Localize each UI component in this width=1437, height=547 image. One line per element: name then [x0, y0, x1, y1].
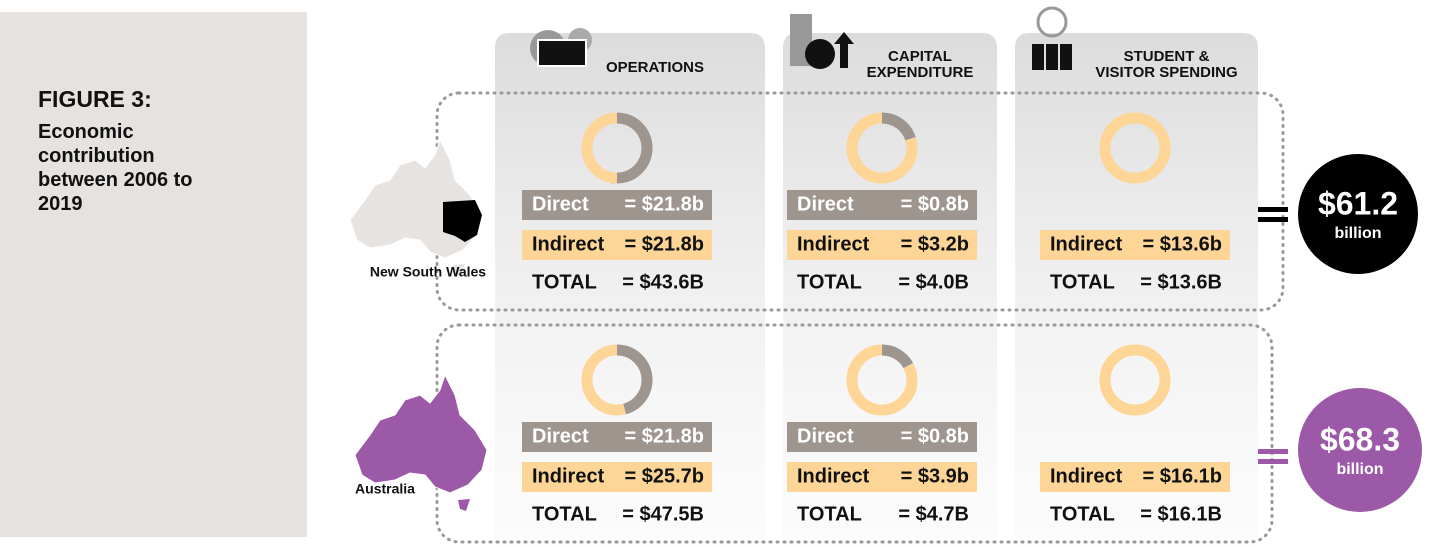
total-value: = $13.6B — [1140, 271, 1222, 293]
direct-box — [522, 422, 712, 452]
row-label: Direct — [532, 425, 589, 447]
column-title: EXPENDITURE — [867, 64, 974, 81]
total-value: = $4.7B — [898, 503, 969, 525]
donut-segment — [1099, 112, 1171, 184]
icon-person — [1046, 44, 1058, 70]
region-name: New South Wales — [370, 264, 486, 280]
equals-bar — [1258, 449, 1288, 454]
figure-label: FIGURE 3: — [38, 86, 152, 112]
donut-segment — [1099, 344, 1171, 416]
indirect-box — [1040, 230, 1230, 260]
row-value: = $25.7b — [624, 465, 704, 487]
column-title: OPERATIONS — [606, 59, 704, 76]
donut-segment — [581, 344, 653, 416]
row-value: = $3.2b — [901, 233, 969, 255]
row-label: Direct — [797, 425, 854, 447]
equals-bar — [1258, 459, 1288, 464]
map — [354, 373, 488, 511]
total-value: = $43.6B — [622, 271, 704, 293]
column-title: CAPITAL — [888, 48, 952, 65]
direct-box — [522, 190, 712, 220]
row-label: Indirect — [1050, 233, 1123, 255]
grand-total: $61.2 — [1318, 185, 1398, 221]
row-label: Indirect — [532, 233, 605, 255]
total-label: TOTAL — [797, 503, 862, 525]
grand-total: $68.3 — [1320, 421, 1400, 457]
row-value: = $21.8b — [624, 425, 704, 447]
row-label: Indirect — [797, 233, 870, 255]
icon-money — [537, 39, 587, 67]
total-label: TOTAL — [532, 503, 597, 525]
indirect-box — [522, 462, 712, 492]
row-value: = $21.8b — [624, 233, 704, 255]
total-label: TOTAL — [1050, 503, 1115, 525]
total-circle — [1298, 388, 1422, 512]
total-value: = $47.5B — [622, 503, 704, 525]
region-name: Australia — [355, 481, 415, 497]
indirect-box — [1040, 462, 1230, 492]
grand-total-unit: billion — [1334, 225, 1381, 242]
column-tab — [1015, 33, 1258, 545]
map — [349, 138, 483, 276]
row-label: Indirect — [1050, 465, 1123, 487]
donut-segment — [846, 112, 918, 184]
column-tab — [495, 33, 765, 545]
equals-bar — [1258, 217, 1288, 222]
row-value: = $0.8b — [901, 193, 969, 215]
row-label: Indirect — [797, 465, 870, 487]
row-value: = $3.9b — [901, 465, 969, 487]
total-value: = $16.1B — [1140, 503, 1222, 525]
icon-person — [1032, 44, 1044, 70]
indirect-box — [787, 462, 977, 492]
indirect-box — [787, 230, 977, 260]
direct-box — [787, 190, 977, 220]
row-label: Direct — [797, 193, 854, 215]
total-label: TOTAL — [532, 271, 597, 293]
total-label: TOTAL — [1050, 271, 1115, 293]
row-label: Direct — [532, 193, 589, 215]
row-value: = $21.8b — [624, 193, 704, 215]
direct-box — [787, 422, 977, 452]
equals-bar — [1258, 207, 1288, 212]
row-label: Indirect — [532, 465, 605, 487]
icon-person — [1060, 44, 1072, 70]
grand-total-unit: billion — [1336, 461, 1383, 478]
column-title: STUDENT & — [1124, 48, 1210, 65]
map-tasmania — [453, 264, 465, 276]
donut-segment — [581, 112, 653, 184]
row-value: = $16.1b — [1142, 465, 1222, 487]
row-value: = $0.8b — [901, 425, 969, 447]
row-value: = $13.6b — [1142, 233, 1222, 255]
total-value: = $4.0B — [898, 271, 969, 293]
map-tasmania — [458, 499, 470, 511]
side-panel — [0, 12, 307, 537]
donut-segment — [846, 344, 918, 416]
icon-bag — [805, 39, 835, 69]
icon-coin — [1036, 6, 1068, 38]
column-title: VISITOR SPENDING — [1095, 64, 1237, 81]
donut-segment — [581, 344, 653, 416]
icon-arrow — [834, 32, 854, 68]
indirect-box — [522, 230, 712, 260]
map-australia — [354, 373, 488, 494]
map-nsw — [443, 200, 482, 242]
figure-caption: Economic contribution between 2006 to 20… — [38, 121, 193, 215]
column-tab — [783, 33, 997, 545]
total-label: TOTAL — [797, 271, 862, 293]
total-circle — [1298, 154, 1418, 274]
